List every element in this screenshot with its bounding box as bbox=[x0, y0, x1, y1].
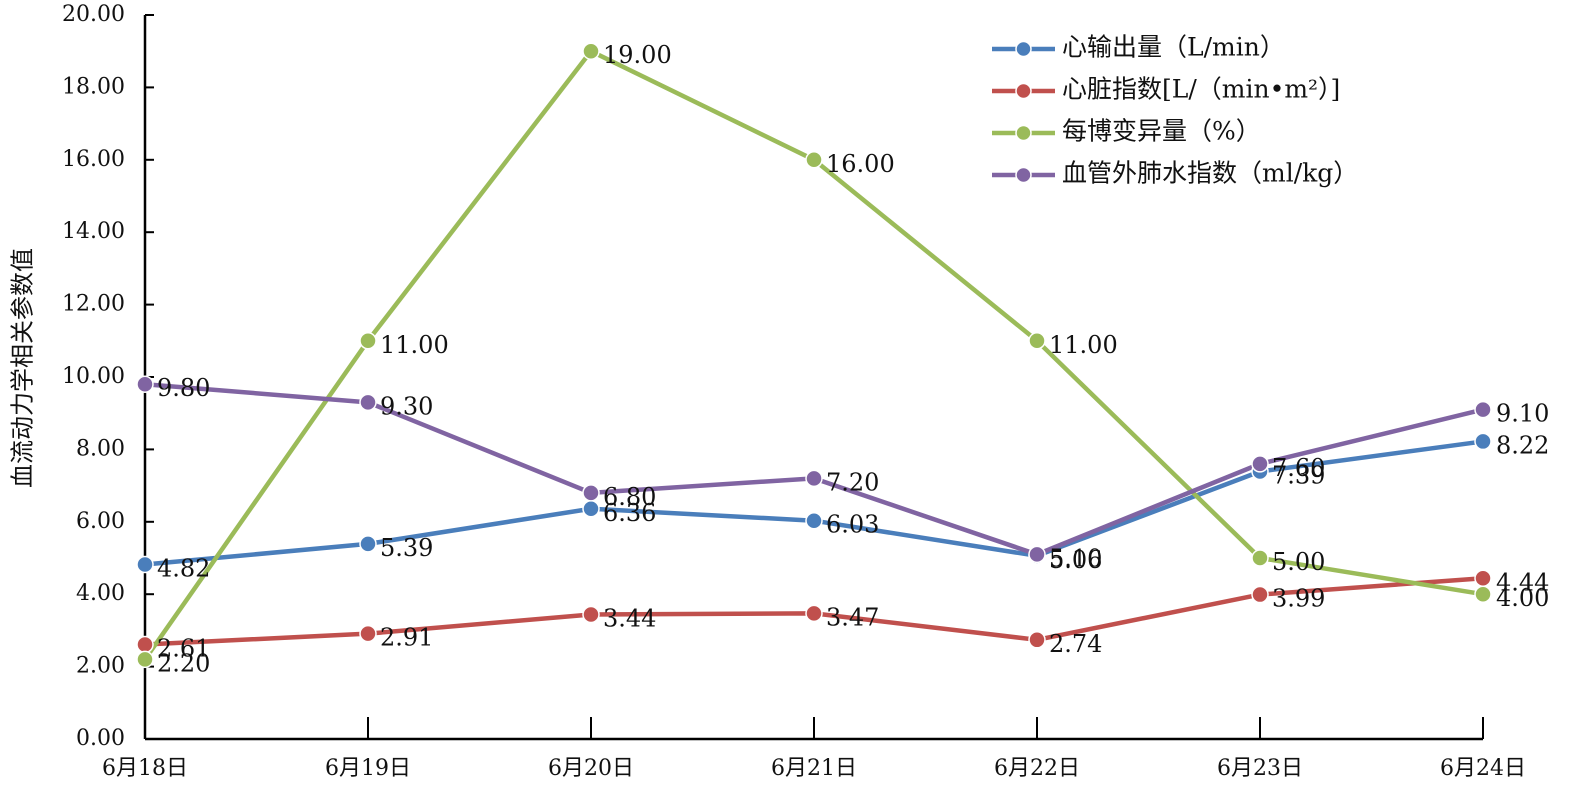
legend-marker bbox=[1015, 82, 1032, 100]
series-point bbox=[582, 42, 600, 60]
series-point bbox=[359, 332, 377, 350]
data-label: 11.00 bbox=[1049, 331, 1118, 359]
y-tick-label: 10.00 bbox=[62, 364, 125, 389]
series-point bbox=[1028, 332, 1046, 350]
data-label: 2.20 bbox=[157, 649, 210, 677]
data-label: 2.74 bbox=[1049, 630, 1102, 658]
data-label: 2.91 bbox=[380, 624, 433, 652]
legend-marker bbox=[1015, 124, 1032, 142]
data-label: 3.99 bbox=[1272, 585, 1325, 613]
series-point bbox=[582, 484, 600, 502]
legend-marker bbox=[1015, 166, 1032, 184]
series-point bbox=[1474, 569, 1492, 588]
y-tick-label: 14.00 bbox=[62, 219, 125, 244]
data-label: 4.82 bbox=[157, 555, 210, 583]
data-label: 16.00 bbox=[826, 150, 895, 178]
y-tick-label: 6.00 bbox=[76, 509, 125, 534]
series-point bbox=[1028, 545, 1046, 564]
data-label: 6.03 bbox=[826, 511, 879, 539]
series-point bbox=[136, 635, 154, 654]
y-tick-label: 0.00 bbox=[76, 726, 125, 751]
data-label: 9.30 bbox=[380, 392, 433, 420]
legend-label: 心输出量（L/min） bbox=[1062, 33, 1285, 62]
series-point bbox=[136, 555, 154, 574]
series-layer bbox=[136, 42, 1492, 669]
axes: 0.00 2.00 4.00 6.00 8.00 10.00 12.00 14.00 16.00… bbox=[62, 2, 1526, 781]
series-point bbox=[805, 151, 823, 169]
series-point bbox=[1474, 432, 1492, 451]
series-point bbox=[359, 624, 377, 643]
x-tick-label: 6月18日 bbox=[102, 756, 188, 781]
data-label: 3.47 bbox=[826, 603, 879, 631]
series-point bbox=[136, 375, 154, 393]
y-tick-label: 16.00 bbox=[62, 147, 125, 172]
series-point bbox=[582, 500, 600, 518]
series-point bbox=[1251, 549, 1269, 567]
data-label: 5.10 bbox=[1049, 544, 1102, 572]
series-point bbox=[1474, 585, 1492, 603]
x-tick-label: 6月24日 bbox=[1440, 756, 1526, 781]
data-label: 4.44 bbox=[1496, 568, 1549, 596]
data-label: 6.80 bbox=[603, 483, 656, 511]
data-label: 19.00 bbox=[603, 41, 672, 69]
series-point bbox=[805, 604, 823, 623]
data-label: 5.39 bbox=[380, 534, 433, 562]
series-point bbox=[1251, 585, 1269, 604]
series-point bbox=[1474, 400, 1492, 419]
y-tick-label: 12.00 bbox=[62, 292, 125, 317]
data-label: 5.00 bbox=[1272, 548, 1325, 576]
series-point bbox=[359, 535, 377, 553]
x-tick-label: 6月21日 bbox=[771, 756, 857, 781]
series-point bbox=[1028, 631, 1046, 649]
x-tick-label: 6月23日 bbox=[1217, 756, 1303, 781]
data-label: 9.80 bbox=[157, 374, 210, 402]
data-label: 7.39 bbox=[1272, 461, 1325, 489]
legend-label: 每博变异量（%） bbox=[1062, 117, 1261, 146]
series-point bbox=[1251, 455, 1269, 473]
data-label: 9.10 bbox=[1496, 400, 1549, 428]
legend-label: 血管外肺水指数（ml/kg） bbox=[1062, 159, 1358, 188]
y-tick-label: 8.00 bbox=[76, 436, 125, 461]
series-point bbox=[805, 469, 823, 488]
series-point bbox=[582, 605, 600, 624]
data-label: 11.00 bbox=[380, 331, 449, 359]
legend-label: 心脏指数[L/（min•m²）] bbox=[1062, 75, 1340, 104]
x-tick-label: 6月20日 bbox=[548, 756, 634, 781]
y-tick-label: 4.00 bbox=[76, 581, 125, 606]
series-point bbox=[136, 650, 154, 669]
x-tick-label: 6月19日 bbox=[325, 756, 411, 781]
series-point bbox=[359, 393, 377, 412]
data-labels: 4.82 5.39 6.36 6.03 5.06 7.39 8.22 2.61 2.91 3.44… bbox=[157, 41, 1549, 677]
y-tick-label: 18.00 bbox=[62, 74, 125, 99]
series-point bbox=[805, 511, 823, 530]
y-tick-label: 2.00 bbox=[76, 654, 125, 679]
legend-marker bbox=[1015, 40, 1032, 58]
data-label: 6.36 bbox=[603, 499, 656, 527]
data-label: 4.00 bbox=[1496, 584, 1549, 612]
data-label: 7.60 bbox=[1272, 454, 1325, 482]
data-label: 2.61 bbox=[157, 635, 210, 663]
legend: 心输出量（L/min） 心脏指数[L/（min•m²）] 每博变异量（%） 血管外肺水… bbox=[992, 33, 1358, 188]
data-label: 3.44 bbox=[603, 604, 656, 632]
x-tick-label: 6月22日 bbox=[994, 756, 1080, 781]
y-tick-label: 20.00 bbox=[62, 2, 125, 27]
data-label: 8.22 bbox=[1496, 431, 1549, 459]
y-axis-title: 血流动力学相关参数值 bbox=[9, 248, 37, 488]
data-label: 5.06 bbox=[1049, 546, 1102, 574]
data-label: 7.20 bbox=[826, 468, 879, 496]
